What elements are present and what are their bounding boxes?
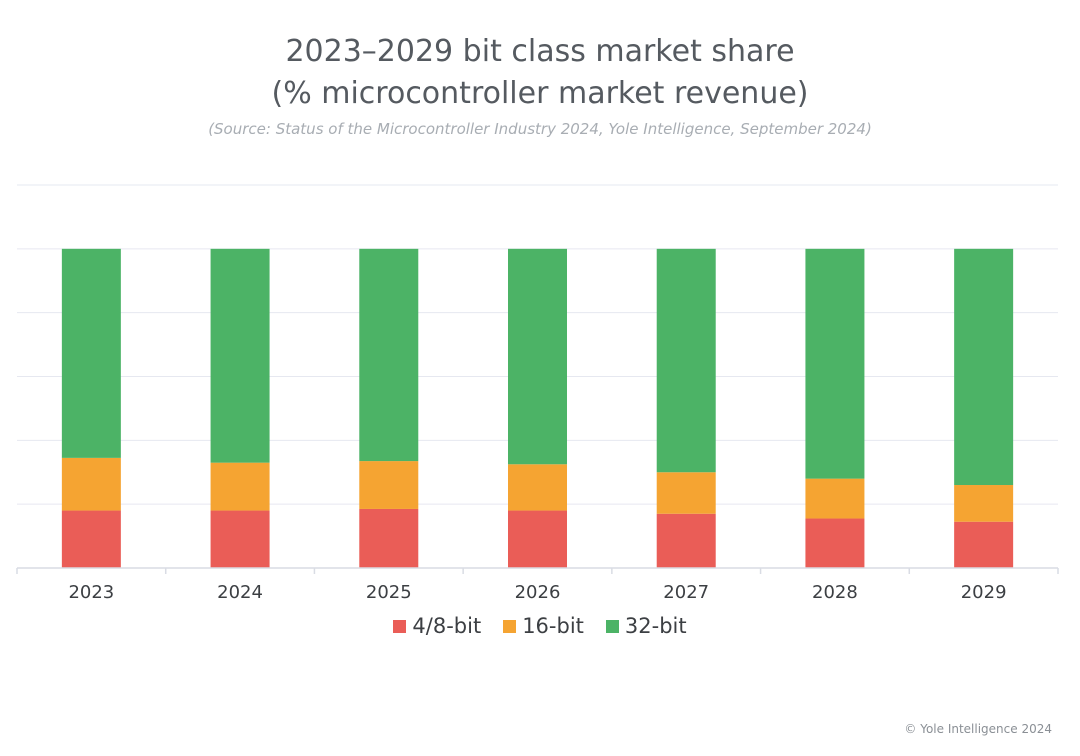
bar-segment-4-8-bit-2023: [61, 510, 121, 568]
x-tick-label-2026: 2026: [515, 582, 561, 603]
x-tick-label-2024: 2024: [217, 582, 263, 603]
bar-segment-4-8-bit-2028: [805, 518, 865, 568]
bar-segment-32-bit-2023: [61, 248, 121, 458]
x-tick-label-2027: 2027: [663, 582, 709, 603]
bar-segment-16-bit-2027: [656, 472, 716, 514]
x-tick-label-2028: 2028: [812, 582, 858, 603]
legend-label-32-bit: 32-bit: [624, 614, 687, 638]
legend-item-16-bit: 16-bit: [503, 614, 584, 638]
bar-segment-32-bit-2025: [359, 248, 419, 462]
bar-segment-4-8-bit-2027: [656, 513, 716, 568]
legend-item-32-bit: 32-bit: [605, 614, 687, 638]
legend-swatch-4-8-bit: [393, 619, 407, 633]
bar-segment-16-bit-2028: [805, 478, 865, 519]
x-axis: 2023 2024 2025 2026 2027 2028 2029: [16, 567, 1059, 603]
legend-swatch-32-bit: [605, 619, 619, 633]
bar-segment-32-bit-2029: [954, 248, 1014, 486]
bar-segment-16-bit-2029: [954, 485, 1014, 522]
bar-segment-32-bit-2027: [656, 248, 716, 473]
legend-item-4-8-bit: 4/8-bit: [393, 614, 481, 638]
bar-segment-16-bit-2023: [61, 457, 121, 511]
x-tick-label-2025: 2025: [366, 582, 412, 603]
bar-segment-4-8-bit-2024: [210, 510, 270, 568]
copyright-footer: © Yole Intelligence 2024: [904, 722, 1052, 736]
bar-segment-4-8-bit-2026: [508, 510, 567, 568]
legend-swatch-16-bit: [503, 619, 517, 633]
chart-title-line-2: (% microcontroller market revenue): [271, 76, 809, 111]
bar-segment-16-bit-2024: [210, 462, 270, 511]
legend-label-16-bit: 16-bit: [522, 614, 584, 638]
bar-segment-32-bit-2026: [508, 248, 567, 465]
bar-segment-4-8-bit-2025: [359, 508, 419, 568]
x-tick-label-2029: 2029: [961, 582, 1007, 603]
bar-segment-16-bit-2026: [508, 464, 567, 511]
legend: 4/8-bit 16-bit 32-bit: [0, 614, 1080, 638]
bar-segment-32-bit-2024: [210, 248, 270, 463]
bar-segment-32-bit-2028: [805, 248, 865, 479]
chart-source: (Source: Status of the Microcontroller I…: [208, 120, 872, 138]
x-tick-label-2023: 2023: [68, 582, 114, 603]
chart-title-line-1: 2023–2029 bit class market share: [285, 34, 795, 69]
bar-segment-4-8-bit-2029: [954, 521, 1014, 568]
bars: [61, 248, 1014, 568]
legend-label-4-8-bit: 4/8-bit: [412, 614, 482, 638]
bar-segment-16-bit-2025: [359, 461, 419, 509]
